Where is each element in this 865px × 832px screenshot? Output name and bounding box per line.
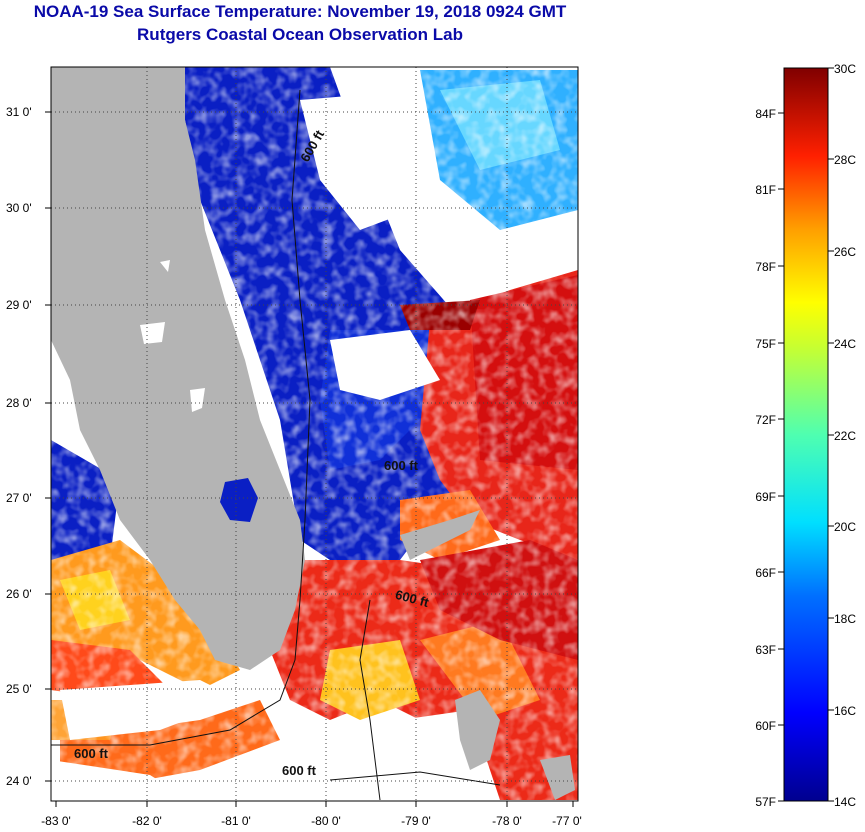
lon-tick-label: -77 0' xyxy=(552,814,582,828)
isobath-600ft xyxy=(51,89,311,746)
lat-tick-label: 26 0' xyxy=(6,587,32,601)
colorbar-c-label: 24C xyxy=(834,337,856,351)
lat-tick-label: 30 0' xyxy=(6,201,32,215)
colorbar-c-label: 18C xyxy=(834,612,856,626)
isobath-label: 600 ft xyxy=(74,746,109,761)
map-subtitle: Rutgers Coastal Ocean Observation Lab xyxy=(137,25,463,44)
colorbar-c-label: 14C xyxy=(834,795,856,809)
colorbar-c-label: 26C xyxy=(834,245,856,259)
lat-tick-label: 24 0' xyxy=(6,774,32,788)
lat-tick-label: 25 0' xyxy=(6,682,32,696)
colorbar-f-label: 84F xyxy=(755,107,776,121)
lake-okeechobee xyxy=(220,478,258,522)
colorbar-f-label: 63F xyxy=(755,643,776,657)
colorbar-c-label: 28C xyxy=(834,153,856,167)
colorbar-f-label: 69F xyxy=(755,490,776,504)
colorbar-gradient xyxy=(783,67,829,802)
colorbar-c-label: 30C xyxy=(834,62,856,76)
lon-tick-label: -83 0' xyxy=(41,814,71,828)
colorbar: 30C 28C 26C 24C 22C 20C 18C 16C 14C 84F … xyxy=(755,62,856,809)
lat-tick-label: 27 0' xyxy=(6,491,32,505)
colorbar-f-label: 75F xyxy=(755,337,776,351)
colorbar-f-label: 78F xyxy=(755,260,776,274)
map-imagery: 600 ft 600 ft 600 ft 600 ft 600 ft xyxy=(51,67,578,801)
colorbar-f-label: 66F xyxy=(755,566,776,580)
lat-tick-label: 29 0' xyxy=(6,298,32,312)
colorbar-c-label: 16C xyxy=(834,704,856,718)
colorbar-f-label: 60F xyxy=(755,719,776,733)
lon-tick-label: -82 0' xyxy=(132,814,162,828)
colorbar-c-label: 20C xyxy=(834,520,856,534)
isobath-label: 600 ft xyxy=(384,458,419,473)
lat-tick-label: 31 0' xyxy=(6,105,32,119)
lon-tick-label: -80 0' xyxy=(311,814,341,828)
colorbar-f-label: 81F xyxy=(755,183,776,197)
lon-tick-label: -81 0' xyxy=(221,814,251,828)
lon-tick-label: -79 0' xyxy=(401,814,431,828)
map-frame xyxy=(50,66,579,802)
isobath-label: 600 ft xyxy=(282,763,317,778)
lat-tick-label: 28 0' xyxy=(6,396,32,410)
map-title: NOAA-19 Sea Surface Temperature: Novembe… xyxy=(33,2,567,21)
colorbar-f-label: 72F xyxy=(755,413,776,427)
bahamas-land xyxy=(400,510,480,560)
colorbar-c-label: 22C xyxy=(834,429,856,443)
lon-tick-label: -78 0' xyxy=(492,814,522,828)
colorbar-f-label: 57F xyxy=(755,795,776,809)
